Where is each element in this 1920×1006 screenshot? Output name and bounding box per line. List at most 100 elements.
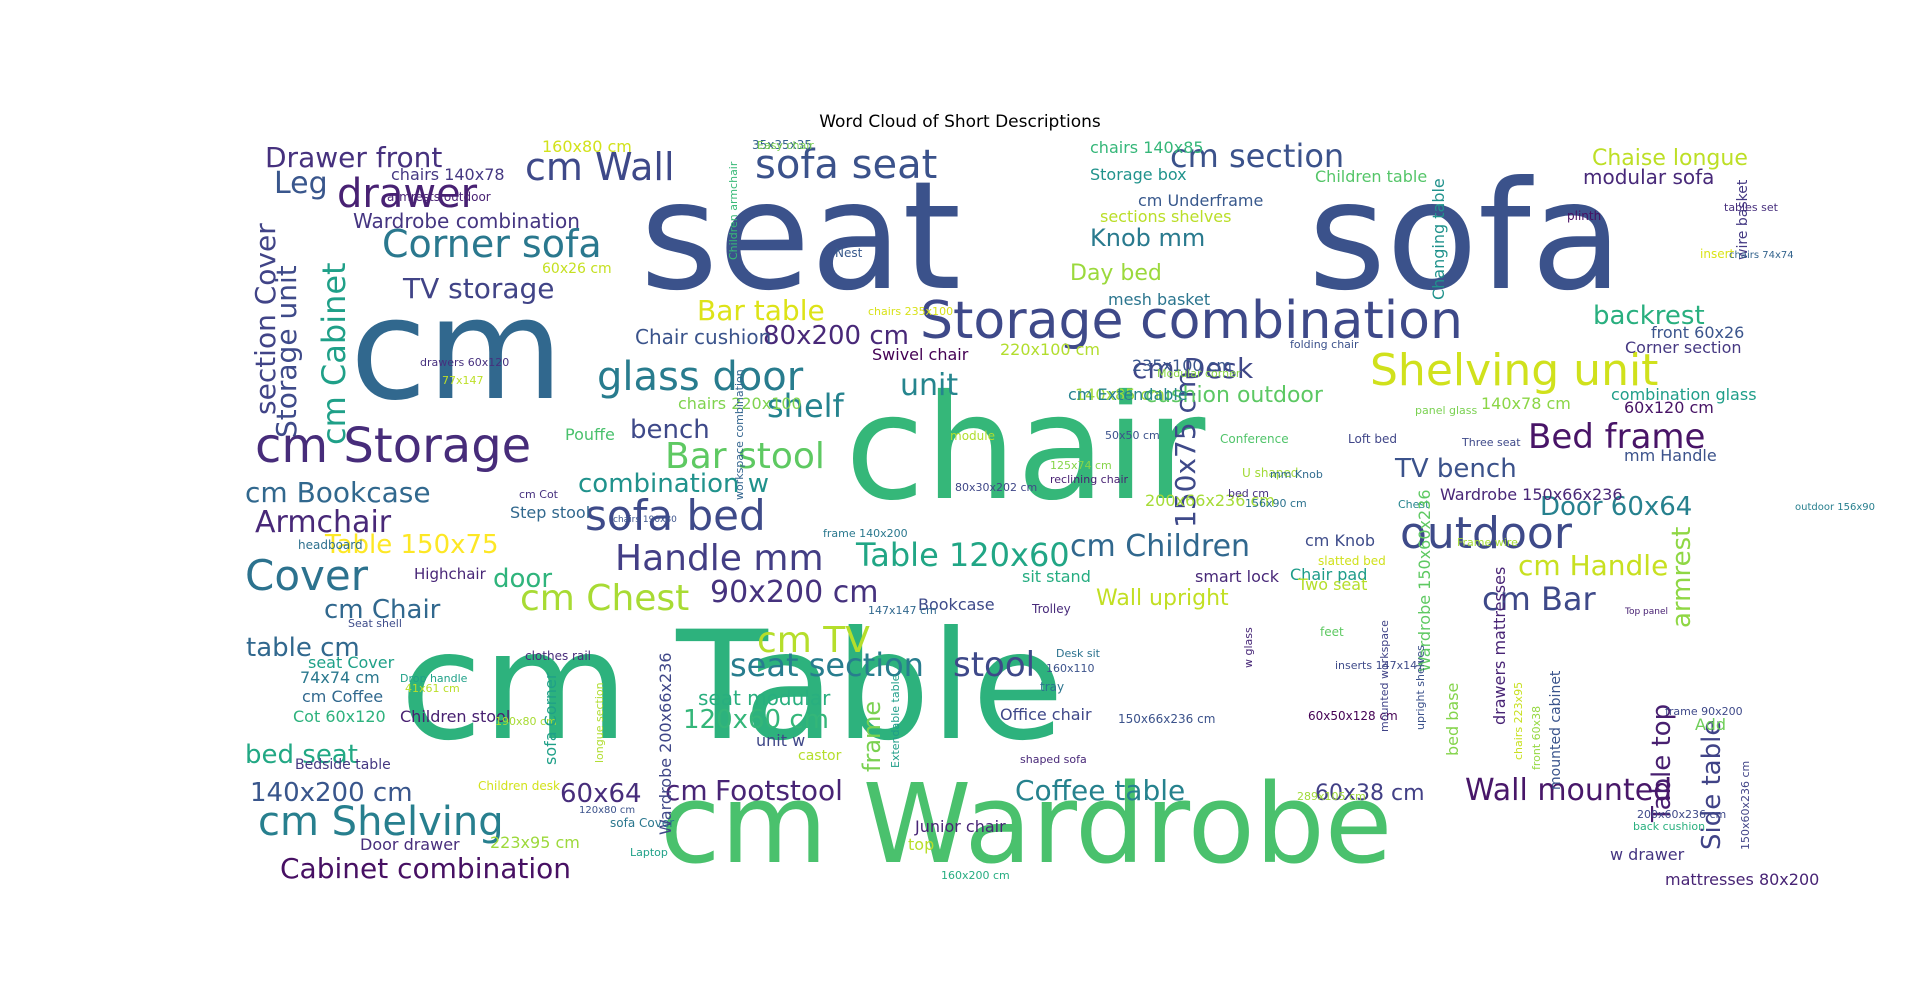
word-cm: cm <box>665 774 708 807</box>
word-chairs-74x74: chairs 74x74 <box>1729 250 1794 261</box>
word-bedside-table: Bedside table <box>295 757 391 773</box>
word-seat-section: seat section <box>730 646 924 684</box>
word-sofa-corner: sofa Corner <box>541 672 560 765</box>
word-cm-wall: cm Wall <box>525 145 675 189</box>
word-chair-pad: Chair pad <box>1290 565 1367 584</box>
word-wardrobe-combination: Wardrobe combination <box>353 209 580 233</box>
word-50x50-cm: 50x50 cm <box>1105 429 1160 442</box>
word-chairs-223x95: chairs 223x95 <box>1512 682 1525 760</box>
word-140x78-cm: 140x78 cm <box>1481 394 1571 413</box>
word-cm-chest: cm Chest <box>520 578 689 619</box>
word-frame-90x200: frame 90x200 <box>1665 705 1743 718</box>
word-outdoor-156x90: outdoor 156x90 <box>1795 502 1875 513</box>
word-door-drawer: Door drawer <box>360 835 460 854</box>
word-castor: castor <box>798 748 842 764</box>
word-knob-mm: Knob mm <box>1090 224 1205 252</box>
word-highchair: Highchair <box>414 565 487 583</box>
word-74x74-cm: 74x74 cm <box>300 668 380 687</box>
chart-title: Word Cloud of Short Descriptions <box>819 112 1101 132</box>
word-corner-section: Corner section <box>1625 338 1742 357</box>
word-80x200-cm: 80x200 cm <box>763 321 909 351</box>
word-three-seat: Three seat <box>1461 436 1521 449</box>
word-200x66x236-cm: 200x66x236 cm <box>1145 491 1275 510</box>
word-bed-frame: Bed frame <box>1528 417 1705 457</box>
word-wardrobe-150x60x236: Wardrobe 150x60x236 <box>1415 489 1434 672</box>
word-headboard: headboard <box>298 538 363 552</box>
word-sofa-cover: sofa Cover <box>610 816 674 830</box>
word-workspace-combination: workspace combination <box>733 369 746 500</box>
word-insert: insert <box>1700 247 1735 261</box>
word-140x85-cm: 140x85 cm <box>1075 385 1165 404</box>
word-glass-door: glass door <box>597 354 804 400</box>
word-extendable-table: Extendable table <box>889 674 902 768</box>
word-150x60x236-cm: 150x60x236 cm <box>1739 761 1752 850</box>
word-mounted-workspace: mounted workspace <box>1378 620 1391 732</box>
word-bar-table: Bar table <box>697 294 825 327</box>
word-160x80-cm: 160x80 cm <box>542 137 632 156</box>
word-shelving-unit: Shelving unit <box>1370 345 1658 396</box>
word-add: Add <box>1695 715 1726 734</box>
word-chairs-220x100: chairs 220x100 <box>678 394 802 413</box>
word-160x200-cm: 160x200 cm <box>941 869 1010 882</box>
word-tray: tray <box>1040 680 1064 694</box>
word-cm-shelving: cm Shelving <box>258 799 504 845</box>
word-corner-sofa: Corner sofa <box>382 222 602 266</box>
word-wardrobe-150x66x236: Wardrobe 150x66x236 <box>1440 485 1623 504</box>
word-coffee-table: Coffee table <box>1015 774 1185 807</box>
word-bed-cm: bed cm <box>1228 487 1269 500</box>
word-77x147: 77x147 <box>442 374 484 387</box>
word-90x200-cm: 90x200 cm <box>710 575 878 610</box>
word-289x105-cm: 289x105 cm <box>1297 790 1366 803</box>
word-cm-tv: cm TV <box>757 620 870 661</box>
word-two-seat: Two seat <box>1297 575 1367 594</box>
word-longue-section: longue section <box>593 682 606 763</box>
word-120x60-cm: 120x60 cm <box>683 705 829 735</box>
word-drawers-60x120: drawers 60x120 <box>420 356 509 369</box>
word-cabinet-combination: Cabinet combination <box>280 852 571 885</box>
word-step-stool: Step stool <box>510 503 590 522</box>
word-smart-lock: smart lock <box>1195 567 1280 586</box>
word-147x147-cm: 147x147 cm <box>868 604 937 617</box>
word-front-60x38: front 60x38 <box>1530 706 1543 770</box>
word-storage-combination: Storage combination <box>920 291 1463 351</box>
word-cm-chair: cm Chair <box>324 595 441 625</box>
word-cm-section: cm section <box>1170 137 1344 175</box>
word-table-120x60: Table 120x60 <box>855 536 1070 574</box>
word-handle-mm: Handle mm <box>615 538 824 579</box>
word-outdoor: outdoor <box>1400 508 1573 559</box>
word-children-table: Children table <box>1315 167 1427 186</box>
word-drawer-front: Drawer front <box>265 141 442 174</box>
word-armchair: Armchair <box>255 505 392 540</box>
word-chairs-190x80: chairs 190x80 <box>613 515 677 525</box>
word-frame-wire: Frame wire <box>1457 536 1518 549</box>
word-190x80-cm: 190x80 cm <box>495 715 557 728</box>
word-unit: unit <box>900 368 958 403</box>
word-armrest: armrest <box>1667 527 1697 628</box>
word-w-drawer: w drawer <box>1610 845 1685 864</box>
word-footstool: Footstool <box>715 774 843 807</box>
word-cm-extendable: cm Extendable <box>1068 385 1188 404</box>
word-sit-stand: sit stand <box>1022 567 1091 586</box>
word-panel-glass: panel glass <box>1415 404 1478 417</box>
word-seat-modular: seat modular <box>698 686 831 710</box>
word-feet: feet <box>1320 625 1344 639</box>
word-trolley: Trolley <box>1031 602 1071 616</box>
word-mattresses-80x200: mattresses 80x200 <box>1665 870 1819 889</box>
word-cm-underframe: cm Underframe <box>1138 191 1263 210</box>
word-slatted-bed: slatted bed <box>1318 554 1386 568</box>
word-frame-140x200: frame 140x200 <box>823 527 908 540</box>
word-shelf: shelf <box>767 387 845 425</box>
word-235x100-cm: 235x100 cm <box>1132 356 1232 375</box>
word-door: door <box>493 564 552 594</box>
word-cm-children: cm Children <box>1070 529 1250 564</box>
word-cm-wardrobe: cm Wardrobe <box>660 760 1392 888</box>
word-223x95-cm: 223x95 cm <box>490 833 580 852</box>
word-tables-set: tables set <box>1724 201 1779 214</box>
word-chair-cushion: Chair cushion <box>635 325 771 349</box>
word-mm-handle: mm Handle <box>1624 446 1717 465</box>
word-modular-corner: Modular corner <box>1157 367 1241 380</box>
word-folding-chair: folding chair <box>1290 338 1359 351</box>
word-bar-stool: Bar stool <box>665 436 825 477</box>
word-chair: chair <box>845 364 1206 533</box>
